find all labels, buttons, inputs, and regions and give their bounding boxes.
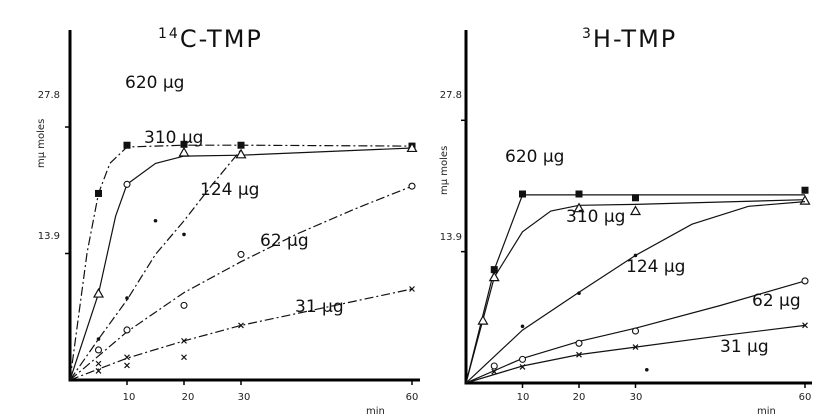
chart-left-series-31-g-point-0 bbox=[95, 367, 102, 374]
chart-right-ytick-13-9: 13.9 bbox=[440, 232, 462, 243]
chart-right-series-310-g-point-0 bbox=[488, 271, 500, 282]
chart-left-series-31-g-point-1 bbox=[124, 354, 130, 361]
chart-left-xtick-20: 20 bbox=[182, 392, 195, 403]
chart-left-series-310-g-line bbox=[69, 147, 413, 381]
chart-left-title-main: C-TMP bbox=[180, 25, 263, 53]
chart-left-axes bbox=[68, 30, 420, 382]
chart-left-xlabel: min bbox=[366, 406, 385, 417]
chart-left-series-62-g-point-1 bbox=[123, 326, 131, 334]
chart-right-series-620-g-point-4 bbox=[801, 186, 809, 194]
chart-right-xtick-30: 30 bbox=[630, 392, 643, 403]
chart-right-series-62-g-point-0 bbox=[490, 362, 498, 370]
chart-left-series-310-g-point-0 bbox=[92, 287, 105, 298]
chart-right-label-62: 62 µg bbox=[752, 291, 801, 311]
chart-right-series-620-g-point-0 bbox=[490, 266, 498, 274]
chart-right-series-62-g-point-3 bbox=[631, 327, 640, 335]
chart-right-series-62-g-line bbox=[465, 280, 806, 384]
chart-left-label-31: 31 µg bbox=[295, 297, 344, 317]
chart-right-series-31-g-point-3 bbox=[632, 344, 639, 351]
chart-left-label-124: 124 µg bbox=[200, 180, 259, 200]
chart-left-plot-area bbox=[65, 30, 420, 385]
chart-left-xtick-30: 30 bbox=[238, 392, 251, 403]
chart-right-series-620-g-line bbox=[465, 194, 805, 384]
chart-right-series-31-g-point-0 bbox=[491, 368, 498, 375]
chart-right-series-620-g-point-2 bbox=[575, 190, 583, 198]
chart-right-series-62-g-point-2 bbox=[575, 339, 583, 347]
chart-left-series-620-g-point-3 bbox=[237, 141, 245, 149]
chart-left-series-124-g-point-3 bbox=[182, 232, 186, 237]
chart-left-title-superscript: 14 bbox=[158, 26, 180, 42]
chart-left-label-310: 310 µg bbox=[144, 128, 203, 148]
chart-left-label-620: 620 µg bbox=[125, 73, 184, 93]
chart-right-title-main: H-TMP bbox=[593, 25, 677, 53]
chart-left-xtick-60: 60 bbox=[406, 392, 419, 403]
chart-right-series-62-g-point-1 bbox=[518, 355, 527, 363]
chart-left-series-31-g-line bbox=[69, 288, 413, 381]
chart-left-series-310-g-point-2 bbox=[235, 148, 247, 159]
chart-right-xtick-10: 10 bbox=[517, 392, 530, 403]
chart-left-series-31-g-point-3 bbox=[238, 322, 244, 329]
chart-left-series-124-g-point-1 bbox=[125, 296, 129, 300]
chart-right-series-31-g-point-4 bbox=[802, 322, 808, 329]
chart-right: 3H-TMP mµ moles min 27.8 13.9 10 20 30 6… bbox=[439, 25, 812, 417]
chart-right-xlabel: min bbox=[757, 406, 776, 417]
chart-left-series-124-g-point-2 bbox=[153, 218, 158, 223]
chart-right-series-31-g-line bbox=[465, 324, 806, 384]
chart-right-ytick-27-8: 27.8 bbox=[440, 90, 462, 101]
chart-left-series-62-g-point-0 bbox=[94, 346, 103, 354]
chart-right-series-31-g-point-1 bbox=[519, 364, 526, 370]
chart-right-plot-area bbox=[461, 30, 812, 388]
chart-left-series-620-g-line bbox=[69, 144, 413, 381]
chart-right-series-124-g-point-0 bbox=[520, 324, 525, 329]
chart-left-series-310-g-point-1 bbox=[178, 146, 190, 157]
chart-left-ytick-13-9: 13.9 bbox=[38, 231, 60, 242]
chart-left-series-620-g-point-1 bbox=[123, 141, 131, 149]
chart-right-series-310-g-point-2 bbox=[629, 205, 642, 216]
chart-left-xtick-10: 10 bbox=[123, 392, 136, 403]
chart-left-series-31-g-point-2 bbox=[181, 337, 187, 344]
chart-left: 14C-TMP mµ moles min 27.8 13.9 10 20 30 … bbox=[36, 25, 420, 417]
chart-left-series-62-g-point-4 bbox=[408, 182, 416, 190]
chart-left-series-62-g-line bbox=[69, 185, 413, 381]
chart-left-ytick-27-8: 27.8 bbox=[38, 90, 60, 101]
chart-left-ylabel: mµ moles bbox=[36, 119, 47, 168]
chart-left-series-620-g-point-0 bbox=[95, 189, 102, 197]
chart-left-series-x-extra-point-0 bbox=[95, 360, 102, 367]
chart-right-title-superscript: 3 bbox=[582, 26, 593, 42]
chart-right-ylabel: mµ moles bbox=[439, 146, 450, 195]
chart-left-series-x-extra-point-1 bbox=[124, 362, 130, 369]
chart-right-label-124: 124 µg bbox=[626, 257, 685, 277]
chart-right-series-310-g-o-point-0 bbox=[477, 314, 489, 325]
chart-left-series-124-g-line bbox=[69, 149, 242, 381]
chart-left-series-x-extra-point-2 bbox=[181, 354, 187, 361]
chart-left-series-310-g-point-3 bbox=[406, 142, 418, 153]
chart-left-series-620-g-point-2 bbox=[180, 140, 188, 148]
chart-right-series-31-g-o-point-0 bbox=[645, 367, 649, 372]
chart-right-label-31: 31 µg bbox=[720, 337, 769, 357]
chart-right-series-124-g-point-1 bbox=[577, 291, 581, 296]
chart-right-xtick-60: 60 bbox=[799, 392, 812, 403]
chart-right-series-62-g-point-4 bbox=[801, 277, 809, 285]
chart-left-series-62-g-point-3 bbox=[237, 250, 245, 258]
chart-right-series-124-g-point-2 bbox=[633, 253, 638, 258]
chart-left-series-124-g-point-0 bbox=[96, 337, 101, 341]
chart-left-label-62: 62 µg bbox=[260, 231, 309, 251]
chart-left-series-310-g-o-point-0 bbox=[123, 180, 131, 188]
chart-right-label-620: 620 µg bbox=[505, 147, 564, 167]
chart-right-series-620-g-point-1 bbox=[519, 190, 526, 198]
chart-right-label-310: 310 µg bbox=[566, 207, 625, 227]
chart-right-series-620-g-point-3 bbox=[632, 194, 639, 202]
chart-right-xtick-20: 20 bbox=[573, 392, 586, 403]
chart-right-series-31-g-point-2 bbox=[576, 351, 582, 358]
chart-left-series-31-g-point-4 bbox=[409, 286, 415, 292]
chart-left-title: 14C-TMP bbox=[158, 25, 263, 53]
chart-right-series-310-g-point-1 bbox=[573, 202, 585, 213]
chart-right-title: 3H-TMP bbox=[582, 25, 677, 53]
chart-left-series-62-g-point-2 bbox=[180, 301, 188, 309]
